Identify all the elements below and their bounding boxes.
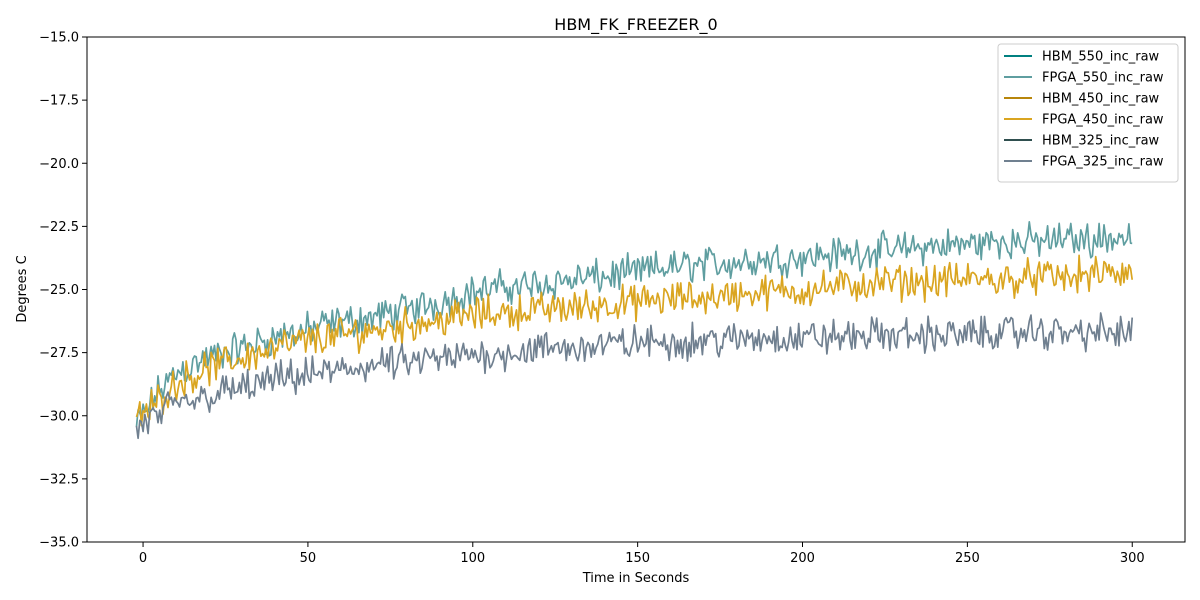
x-tick-label: 100: [460, 551, 485, 566]
y-tick-label: −27.5: [39, 346, 79, 361]
x-axis-label: Time in Seconds: [582, 571, 690, 586]
series-line-FPGA_450_inc_raw: [135, 254, 1134, 427]
x-tick-label: 50: [300, 551, 317, 566]
legend-entry: HBM_550_inc_raw: [1042, 50, 1160, 65]
y-tick-label: −22.5: [39, 220, 79, 235]
x-tick-label: 150: [625, 551, 650, 566]
y-tick-label: −30.0: [39, 409, 79, 424]
y-tick-label: −15.0: [39, 31, 79, 46]
y-axis-label: Degrees C: [15, 255, 30, 322]
y-axis: −35.0 −32.5 −30.0 −27.5 −25.0 −22.5 −20.0 −17.5…: [39, 31, 87, 551]
x-axis: 0 50 100 150 200 250 300: [139, 542, 1145, 566]
legend-entry: FPGA_450_inc_raw: [1042, 113, 1164, 128]
chart-title: HBM_FK_FREEZER_0: [554, 15, 717, 35]
legend-entry: FPGA_550_inc_raw: [1042, 71, 1164, 86]
y-tick-label: −20.0: [39, 157, 79, 172]
series-line-FPGA_325_inc_raw: [135, 312, 1134, 440]
legend-entry: FPGA_325_inc_raw: [1042, 155, 1164, 170]
x-tick-label: 300: [1120, 551, 1145, 566]
y-tick-label: −35.0: [39, 536, 79, 551]
y-tick-label: −32.5: [39, 472, 79, 487]
y-tick-label: −17.5: [39, 94, 79, 109]
y-tick-label: −25.0: [39, 283, 79, 298]
legend-box: [997, 43, 1179, 183]
plot-area: [135, 221, 1134, 440]
x-tick-label: 250: [955, 551, 980, 566]
legend-entry: HBM_325_inc_raw: [1042, 134, 1160, 149]
legend-entry: HBM_450_inc_raw: [1042, 92, 1160, 107]
x-tick-label: 200: [790, 551, 815, 566]
x-tick-label: 0: [139, 551, 147, 566]
legend: HBM_550_inc_raw FPGA_550_inc_raw HBM_450_i…: [997, 43, 1179, 183]
